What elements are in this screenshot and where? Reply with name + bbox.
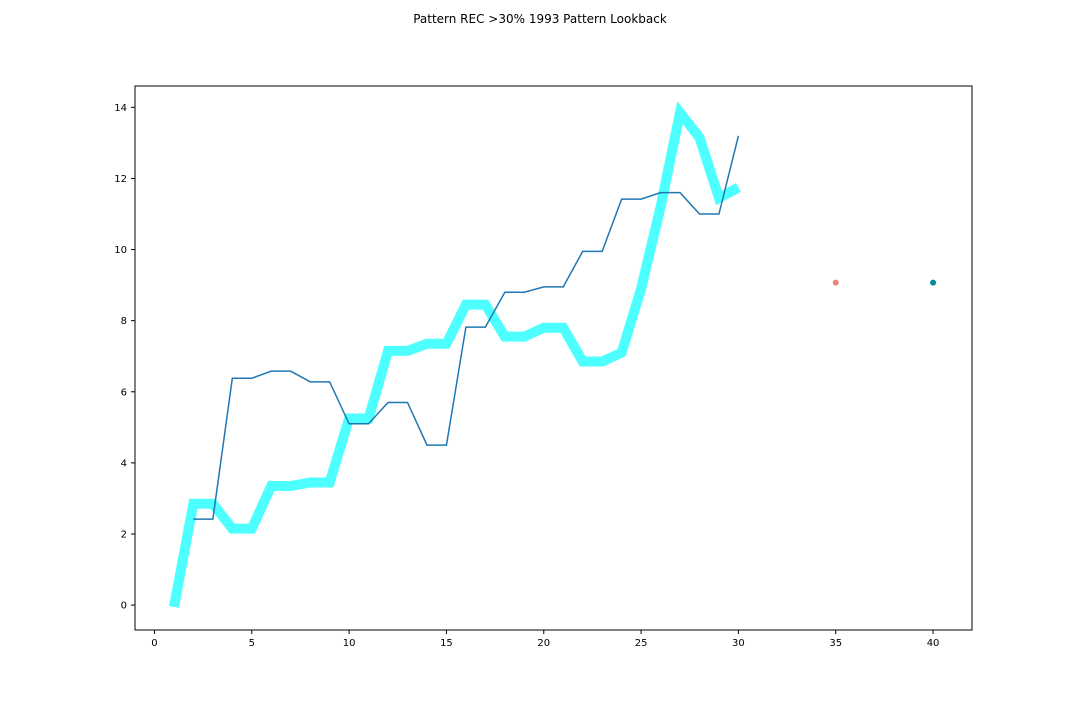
y-tick-label: 2	[121, 530, 127, 541]
x-tick-label: 15	[440, 638, 453, 649]
x-tick-label: 0	[151, 638, 157, 649]
x-tick-label: 10	[343, 638, 356, 649]
y-tick-label: 14	[114, 103, 127, 114]
y-tick-label: 0	[121, 601, 127, 612]
axes-frame	[134, 85, 973, 631]
y-tick-label: 10	[114, 245, 127, 256]
data-point	[832, 279, 839, 286]
x-tick-label: 25	[635, 638, 648, 649]
series-line-thin	[193, 135, 740, 520]
data-point	[930, 279, 937, 286]
y-tick-label: 12	[114, 174, 127, 185]
chart-title: Pattern REC >30% 1993 Pattern Lookback	[413, 12, 667, 26]
y-tick-label: 6	[121, 387, 127, 398]
x-tick-label: 5	[249, 638, 255, 649]
x-tick-label: 30	[732, 638, 745, 649]
y-tick-label: 4	[121, 458, 127, 469]
x-tick-label: 35	[829, 638, 842, 649]
x-tick-label: 20	[537, 638, 550, 649]
y-tick-label: 8	[121, 316, 127, 327]
series-line-thick	[169, 101, 741, 608]
x-tick-label: 40	[927, 638, 940, 649]
